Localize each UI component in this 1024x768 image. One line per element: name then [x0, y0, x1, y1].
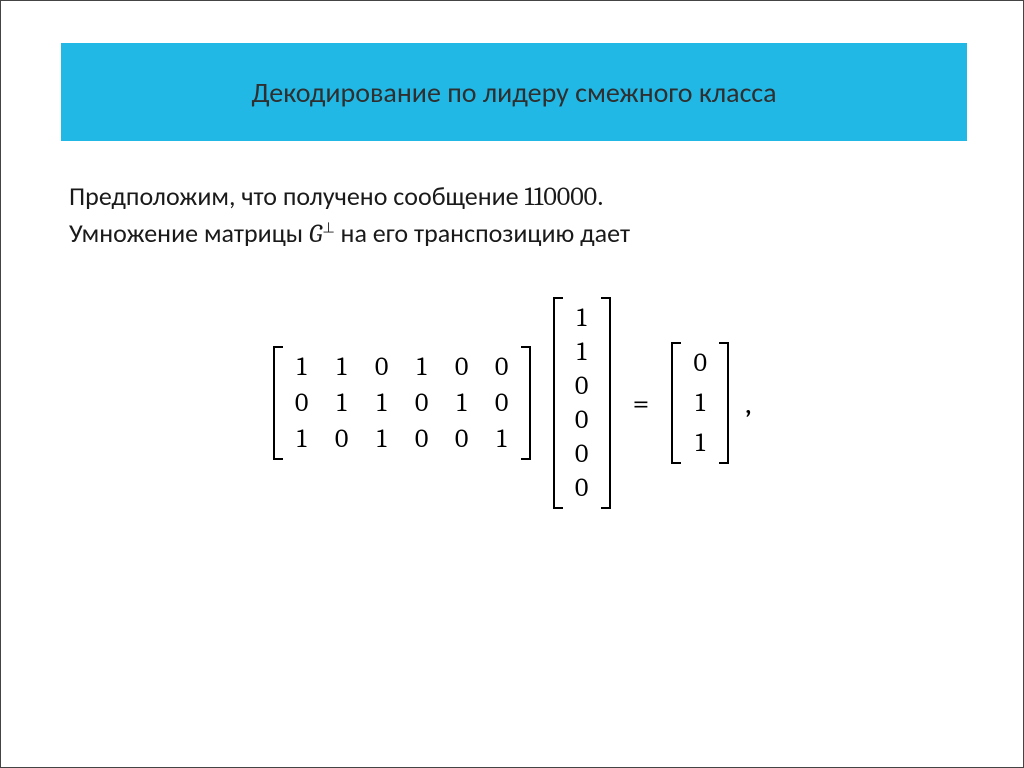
- bracket-right: [719, 342, 729, 464]
- body-line2-a: Умножение матрицы: [69, 217, 309, 249]
- matrix-cell: 1: [691, 428, 709, 458]
- matrix-cell: 1: [373, 388, 391, 418]
- bracket-right: [521, 346, 531, 460]
- matrix-cell: 0: [573, 405, 591, 435]
- trailing-comma: ,: [745, 386, 751, 421]
- matrix-A-grid: 110100011010101001: [283, 346, 521, 460]
- slide-frame: Декодирование по лидеру смежного класса …: [0, 0, 1024, 768]
- vector-x: 1 1 0 0 0 0: [553, 297, 611, 509]
- matrix-cell: 0: [293, 388, 311, 418]
- matrix-cell: 1: [413, 352, 431, 382]
- matrix-symbol-perp: ⊥: [322, 219, 334, 236]
- matrix-cell: 0: [573, 473, 591, 503]
- matrix-cell: 0: [573, 371, 591, 401]
- body-line1-code: 110000: [525, 182, 598, 212]
- matrix-cell: 1: [293, 424, 311, 454]
- body-line2-b: на его транспозицию дает: [335, 217, 630, 249]
- matrix-A: 110100011010101001: [273, 346, 531, 460]
- bracket-left: [553, 297, 563, 509]
- slide-title-band: Декодирование по лидеру смежного класса: [61, 43, 967, 141]
- matrix-cell: 1: [333, 352, 351, 382]
- bracket-left: [671, 342, 681, 464]
- vector-result: 0 1 1: [671, 342, 729, 464]
- matrix-cell: 0: [493, 388, 511, 418]
- matrix-cell: 1: [573, 337, 591, 367]
- body-text: Предположим, что получено сообщение 1100…: [69, 179, 955, 253]
- bracket-right: [601, 297, 611, 509]
- body-line1-a: Предположим, что получено сообщение: [69, 180, 525, 212]
- matrix-cell: 1: [691, 388, 709, 418]
- matrix-cell: 0: [453, 424, 471, 454]
- matrix-cell: 1: [293, 352, 311, 382]
- matrix-equation: 110100011010101001 110000 = 011 ,: [1, 297, 1023, 509]
- bracket-left: [273, 346, 283, 460]
- body-line1-b: .: [597, 180, 604, 212]
- equals-sign: =: [633, 386, 650, 421]
- matrix-cell: 0: [413, 424, 431, 454]
- matrix-symbol-G: G: [309, 219, 322, 249]
- matrix-cell: 0: [413, 388, 431, 418]
- matrix-cell: 0: [691, 348, 709, 378]
- slide-title: Декодирование по лидеру смежного класса: [251, 75, 776, 110]
- matrix-cell: 0: [373, 352, 391, 382]
- vector-x-grid: 1 1 0 0 0 0: [563, 297, 601, 509]
- matrix-cell: 1: [573, 303, 591, 333]
- matrix-cell: 1: [373, 424, 391, 454]
- matrix-cell: 0: [453, 352, 471, 382]
- matrix-cell: 1: [333, 388, 351, 418]
- matrix-cell: 0: [333, 424, 351, 454]
- matrix-cell: 0: [573, 439, 591, 469]
- matrix-cell: 1: [493, 424, 511, 454]
- matrix-cell: 1: [453, 388, 471, 418]
- matrix-cell: 0: [493, 352, 511, 382]
- vector-result-grid: 0 1 1: [681, 342, 719, 464]
